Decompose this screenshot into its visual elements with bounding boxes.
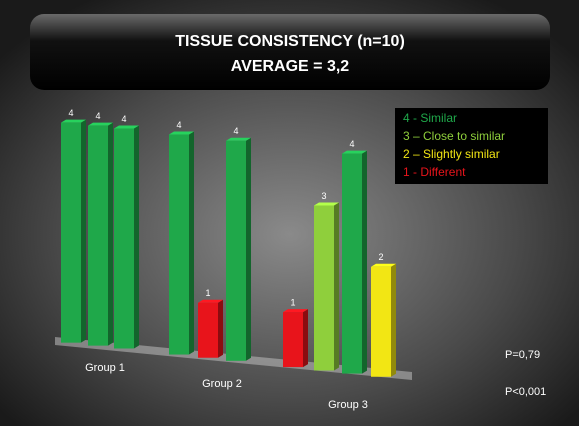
bar	[226, 140, 246, 361]
bar	[283, 312, 303, 368]
bar	[169, 134, 189, 355]
value-label: 1	[205, 288, 210, 298]
bar	[342, 153, 362, 374]
bar-side	[362, 150, 367, 374]
bar-side	[134, 125, 139, 349]
bar-side	[218, 299, 223, 358]
annotation: P=0,79	[505, 349, 540, 361]
legend-label: 2 – Slightly similar	[403, 147, 500, 161]
legend-label: 4 - Similar	[403, 111, 457, 125]
x-tick-label: Group 2	[202, 378, 242, 390]
legend-label: 1 - Different	[403, 165, 466, 179]
bar	[114, 128, 134, 349]
bar-side	[81, 119, 86, 343]
value-label: 1	[290, 297, 295, 307]
chart-subtitle: AVERAGE = 3,2	[231, 58, 350, 75]
bar-side	[189, 131, 194, 355]
bar-side	[246, 137, 251, 361]
annotation: P<0,001	[505, 386, 546, 398]
bar-side	[108, 122, 113, 346]
value-label: 4	[349, 139, 354, 149]
bar-top	[114, 125, 139, 129]
bar-top	[88, 122, 113, 126]
bar-top	[342, 150, 367, 154]
title-banner	[30, 14, 550, 90]
bar	[198, 302, 218, 358]
legend-label: 3 – Close to similar	[403, 129, 505, 143]
bar-top	[283, 309, 308, 313]
bar-top	[226, 137, 251, 141]
bar-top	[198, 299, 223, 303]
bar-top	[61, 119, 86, 123]
bar-side	[334, 202, 339, 371]
x-tick-label: Group 1	[85, 362, 125, 374]
bar-top	[371, 263, 396, 267]
value-label: 4	[68, 108, 73, 118]
bar-side	[391, 263, 396, 377]
bar-side	[303, 309, 308, 368]
bar	[314, 205, 334, 371]
value-label: 4	[176, 120, 181, 130]
bar	[371, 266, 391, 377]
value-label: 3	[321, 191, 326, 201]
value-label: 4	[233, 126, 238, 136]
value-label: 2	[378, 252, 383, 262]
value-label: 4	[121, 114, 126, 124]
chart-title: TISSUE CONSISTENCY (n=10)	[175, 33, 405, 50]
bar-top	[169, 131, 194, 135]
bar	[88, 125, 108, 346]
bar	[61, 122, 81, 343]
legend-box	[395, 108, 548, 184]
bar-top	[314, 202, 339, 206]
x-tick-label: Group 3	[328, 399, 368, 411]
value-label: 4	[95, 111, 100, 121]
